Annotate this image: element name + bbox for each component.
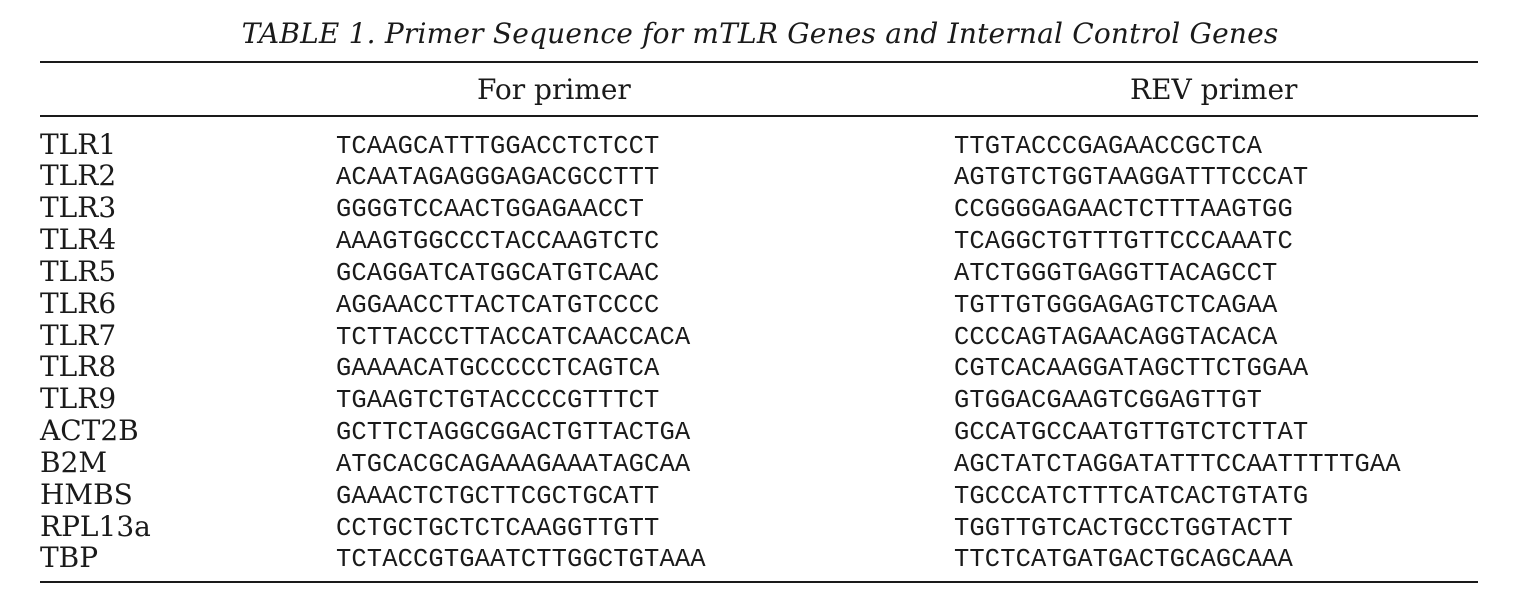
forward-primer-sequence: GAAACTCTGCTTCGCTGCATT: [336, 481, 660, 511]
reverse-primer-sequence: TGCCCATCTTTCATCACTGTATG: [954, 481, 1309, 511]
gene-name: TLR9: [40, 382, 117, 416]
table-row: TLR8 GAAAACATGCCCCCTCAGTCA CGTCACAAGGATAGC…: [40, 350, 1478, 384]
forward-primer-sequence: AGGAACCTTACTCATGTCCCC: [336, 290, 660, 320]
top-rule: [40, 61, 1478, 63]
forward-primer-sequence: ATGCACGCAGAAAGAAATAGCAA: [336, 449, 691, 479]
table-row: TLR7 TCTTACCCTTACCATCAACCACA CCCCAGTAGAACA…: [40, 318, 1478, 352]
reverse-primer-sequence: TTCTCATGATGACTGCAGCAAA: [954, 545, 1293, 575]
table-row: HMBS GAAACTCTGCTTCGCTGCATT TGCCCATCTTTCATC…: [40, 477, 1478, 511]
forward-primer-sequence: CCTGCTGCTCTCAAGGTTGTT: [336, 513, 660, 543]
header-reverse-primer: REV primer: [1130, 73, 1298, 106]
table-row: TLR4 AAAGTGGCCCTACCAAGTCTC TCAGGCTGTTTGTTC…: [40, 223, 1478, 257]
reverse-primer-sequence: CCGGGGAGAACTCTTTAAGTGG: [954, 195, 1293, 225]
reverse-primer-sequence: TCAGGCTGTTTGTTCCCAAATC: [954, 227, 1293, 257]
forward-primer-sequence: TCTACCGTGAATCTTGGCTGTAAA: [336, 545, 706, 575]
gene-name: TLR3: [40, 191, 117, 225]
table-row: B2M ATGCACGCAGAAAGAAATAGCAA AGCTATCTAGGATA…: [40, 445, 1478, 479]
gene-name: TLR1: [40, 127, 117, 161]
primer-table: For primer REV primer TLR1 TCAAGCATTTGGAC…: [40, 61, 1478, 584]
table-row: TLR2 ACAATAGAGGGAGACGCCTTT AGTGTCTGGTAAGGA…: [40, 159, 1478, 193]
table-header-row: For primer REV primer: [40, 63, 1478, 115]
forward-primer-sequence: TGAAGTCTGTACCCCGTTTCT: [336, 386, 660, 416]
reverse-primer-sequence: AGTGTCTGGTAAGGATTTCCCAT: [954, 163, 1309, 193]
forward-primer-sequence: GCAGGATCATGGCATGTCAAC: [336, 258, 660, 288]
gene-name: TLR7: [40, 318, 117, 352]
forward-primer-sequence: TCTTACCCTTACCATCAACCACA: [336, 322, 691, 352]
table-row: TLR3 GGGGTCCAACTGGAGAACCT CCGGGGAGAACTCTTT…: [40, 191, 1478, 225]
reverse-primer-sequence: GCCATGCCAATGTTGTCTCTTAT: [954, 418, 1309, 448]
forward-primer-sequence: ACAATAGAGGGAGACGCCTTT: [336, 163, 660, 193]
table-row: TLR9 TGAAGTCTGTACCCCGTTTCT GTGGACGAAGTCGGA…: [40, 382, 1478, 416]
table-row: TLR1 TCAAGCATTTGGACCTCTCCT TTGTACCCGAGAACC…: [40, 127, 1478, 161]
reverse-primer-sequence: TGTTGTGGGAGAGTCTCAGAA: [954, 290, 1278, 320]
reverse-primer-sequence: ATCTGGGTGAGGTTACAGCCT: [954, 258, 1278, 288]
forward-primer-sequence: GAAAACATGCCCCCTCAGTCA: [336, 354, 660, 384]
bottom-rule: [40, 581, 1478, 584]
table-row: ACT2B GCTTCTAGGCGGACTGTTACTGA GCCATGCCAATG…: [40, 414, 1478, 448]
table-body: TLR1 TCAAGCATTTGGACCTCTCCT TTGTACCCGAGAACC…: [40, 117, 1478, 582]
gene-name: TLR5: [40, 254, 117, 288]
gene-name: TLR2: [40, 159, 117, 193]
table-row: TBP TCTACCGTGAATCTTGGCTGTAAA TTCTCATGATGAC…: [40, 541, 1478, 575]
forward-primer-sequence: GCTTCTAGGCGGACTGTTACTGA: [336, 418, 691, 448]
reverse-primer-sequence: TGGTTGTCACTGCCTGGTACTT: [954, 513, 1293, 543]
table-row: TLR5 GCAGGATCATGGCATGTCAAC ATCTGGGTGAGGTTA…: [40, 254, 1478, 288]
forward-primer-sequence: GGGGTCCAACTGGAGAACCT: [336, 195, 645, 225]
gene-name: B2M: [40, 445, 108, 479]
header-forward-primer: For primer: [477, 73, 631, 106]
reverse-primer-sequence: AGCTATCTAGGATATTTCCAATTTTTGAA: [954, 449, 1401, 479]
gene-name: RPL13a: [40, 509, 151, 543]
gene-name: TLR4: [40, 223, 117, 257]
header-rule: [40, 115, 1478, 117]
table-row: TLR6 AGGAACCTTACTCATGTCCCC TGTTGTGGGAGAGTC…: [40, 286, 1478, 320]
gene-name: ACT2B: [40, 414, 139, 448]
reverse-primer-sequence: CGTCACAAGGATAGCTTCTGGAA: [954, 354, 1309, 384]
gene-name: TLR8: [40, 350, 117, 384]
forward-primer-sequence: AAAGTGGCCCTACCAAGTCTC: [336, 227, 660, 257]
reverse-primer-sequence: CCCCAGTAGAACAGGTACACA: [954, 322, 1278, 352]
forward-primer-sequence: TCAAGCATTTGGACCTCTCCT: [336, 131, 660, 161]
reverse-primer-sequence: TTGTACCCGAGAACCGCTCA: [954, 131, 1263, 161]
gene-name: TLR6: [40, 286, 117, 320]
gene-name: HMBS: [40, 477, 133, 511]
table-row: RPL13a CCTGCTGCTCTCAAGGTTGTT TGGTTGTCACTGC…: [40, 509, 1478, 543]
table-caption: TABLE 1. Primer Sequence for mTLR Genes …: [241, 17, 1279, 50]
gene-name: TBP: [40, 541, 99, 575]
reverse-primer-sequence: GTGGACGAAGTCGGAGTTGT: [954, 386, 1263, 416]
